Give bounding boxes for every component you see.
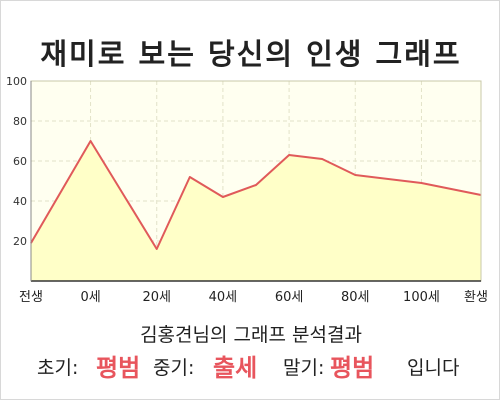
data-point	[288, 154, 290, 156]
early-label: 초기:	[37, 357, 79, 379]
late-label: 말기:	[283, 357, 325, 379]
data-point	[89, 140, 92, 142]
data-point	[420, 182, 423, 184]
y-tick-label: 80	[13, 115, 27, 128]
x-tick-label: 20세	[142, 290, 171, 305]
analysis-subtitle: 김홍견님의 그래프 분석결과	[140, 324, 362, 346]
early-value: 평범	[96, 354, 141, 382]
y-tick-label: 100	[6, 75, 27, 88]
x-tick-label: 0세	[80, 290, 100, 305]
data-point	[354, 174, 356, 176]
data-point	[156, 248, 158, 250]
chart-title: 재미로 보는 당신의 인생 그래프	[40, 37, 462, 71]
data-point	[189, 176, 191, 178]
middle-label: 중기:	[153, 357, 195, 379]
x-tick-label: 전생	[19, 290, 43, 305]
middle-value: 출세	[213, 354, 258, 382]
y-tick-label: 60	[13, 155, 27, 168]
data-point	[321, 158, 323, 160]
y-tick-label: 20	[13, 235, 27, 248]
data-point	[222, 196, 224, 198]
series-area	[31, 141, 481, 281]
x-tick-label: 80세	[341, 290, 370, 305]
x-tick-label: 환생	[464, 290, 488, 305]
result-suffix: 입니다	[407, 357, 460, 379]
data-point	[255, 184, 257, 186]
late-value: 평범	[330, 354, 375, 382]
x-tick-label: 60세	[275, 290, 304, 305]
y-tick-label: 40	[13, 195, 27, 208]
x-tick-label: 40세	[209, 290, 238, 305]
x-tick-label: 100세	[403, 290, 440, 305]
